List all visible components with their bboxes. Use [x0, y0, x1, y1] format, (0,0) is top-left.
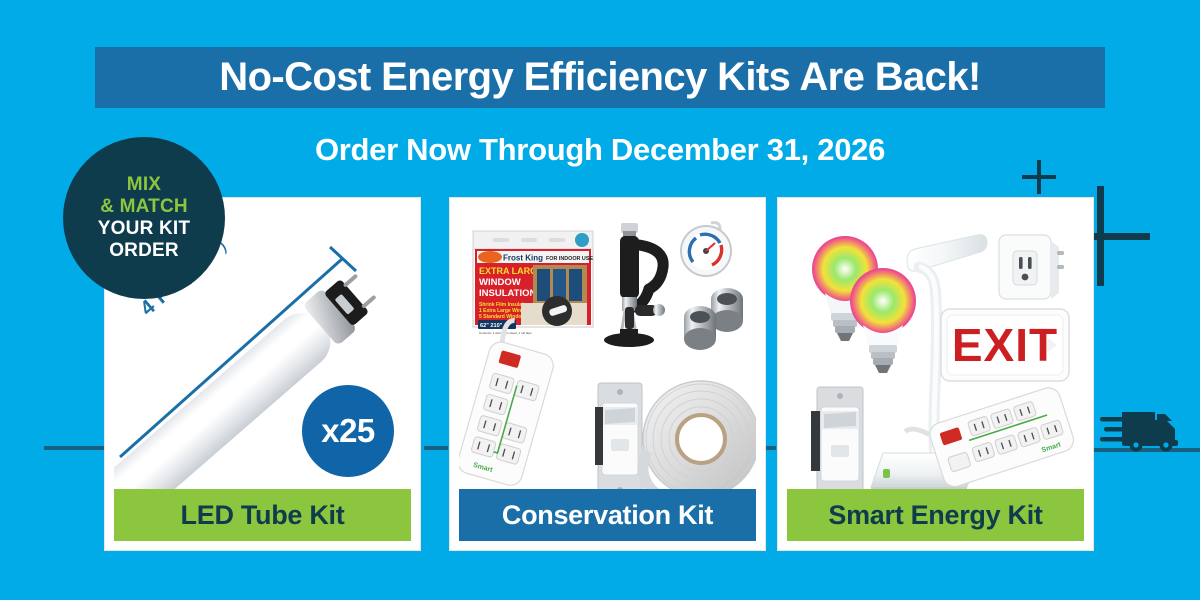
power-strip: Smart [459, 318, 554, 486]
motion-sensor-switch [811, 386, 864, 489]
decorative-line-gap-1 [424, 446, 448, 450]
power-strip: Smart [903, 387, 1075, 488]
weatherstrip-tape-roll [637, 380, 756, 489]
svg-text:EXTRA LARGE: EXTRA LARGE [479, 266, 543, 276]
product-card-conservation-kit[interactable]: Frost King FOR INDOOR USE EXTRA LARGE WI… [450, 198, 765, 550]
badge-line-2: & MATCH [100, 195, 188, 217]
mix-and-match-badge: MIX & MATCH YOUR KIT ORDER [63, 137, 225, 299]
motion-sensor-switch [595, 382, 643, 489]
led-tube-light-image [114, 245, 376, 489]
exit-sign: EXIT [940, 308, 1070, 382]
badge-line-4: ORDER [109, 240, 179, 262]
svg-text:1 Extra Large Window or: 1 Extra Large Window or [479, 308, 538, 314]
svg-text:Shrink Film Insulates: Shrink Film Insulates [479, 302, 530, 308]
window-insulation-kit-box: Frost King FOR INDOOR USE EXTRA LARGE WI… [472, 230, 594, 335]
plus-mark-large-icon [1050, 186, 1150, 286]
card-title-conservation-kit: Conservation Kit [459, 489, 756, 541]
badge-line-1: MIX [126, 173, 162, 195]
delivery-truck-icon [1100, 404, 1186, 452]
quantity-badge-x25: x25 [302, 385, 394, 477]
decorative-line-truck [1082, 448, 1200, 452]
card-image-area-conservation: Frost King FOR INDOOR USE EXTRA LARGE WI… [459, 207, 756, 489]
svg-text:FOR INDOOR USE: FOR INDOOR USE [546, 256, 593, 262]
decorative-line-left [44, 446, 156, 450]
decorative-line-gap-2 [754, 446, 776, 450]
badge-line-3: YOUR KIT [97, 218, 191, 239]
conservation-kit-products-image: Frost King FOR INDOOR USE EXTRA LARGE WI… [459, 221, 756, 489]
refrigerator-thermometer [680, 221, 732, 277]
svg-text:Frost King: Frost King [503, 254, 543, 263]
page-title: No-Cost Energy Efficiency Kits Are Back! [219, 55, 981, 99]
smart-energy-kit-products-image: EXIT [811, 234, 1075, 489]
smart-plug [998, 234, 1064, 300]
svg-text:EXIT: EXIT [952, 319, 1058, 371]
card-image-area-smart-energy: EXIT [787, 207, 1084, 489]
svg-text:WINDOW: WINDOW [479, 277, 521, 288]
svg-text:5 Standard Windows: 5 Standard Windows [479, 314, 528, 320]
headline-band: No-Cost Energy Efficiency Kits Are Back! [95, 47, 1105, 108]
card-title-led-tube-kit: LED Tube Kit [114, 489, 411, 541]
svg-text:INSULATION KIT: INSULATION KIT [479, 288, 554, 299]
product-card-led-tube-kit[interactable]: 4 FT (47.7") x25 LED Tube Kit [105, 198, 420, 550]
card-image-area-led-tube: 4 FT (47.7") x25 [114, 207, 411, 489]
low-flow-showerhead [604, 223, 669, 347]
card-title-smart-energy-kit: Smart Energy Kit [787, 489, 1084, 541]
product-card-smart-energy-kit[interactable]: EXIT [778, 198, 1093, 550]
subheadline: Order Now Through December 31, 2026 [314, 132, 886, 167]
smart-rgb-bulbs [812, 236, 916, 373]
faucet-aerators [684, 288, 743, 350]
svg-text:62" 210": 62" 210" [480, 323, 503, 329]
plus-mark-small-icon [1022, 160, 1056, 194]
